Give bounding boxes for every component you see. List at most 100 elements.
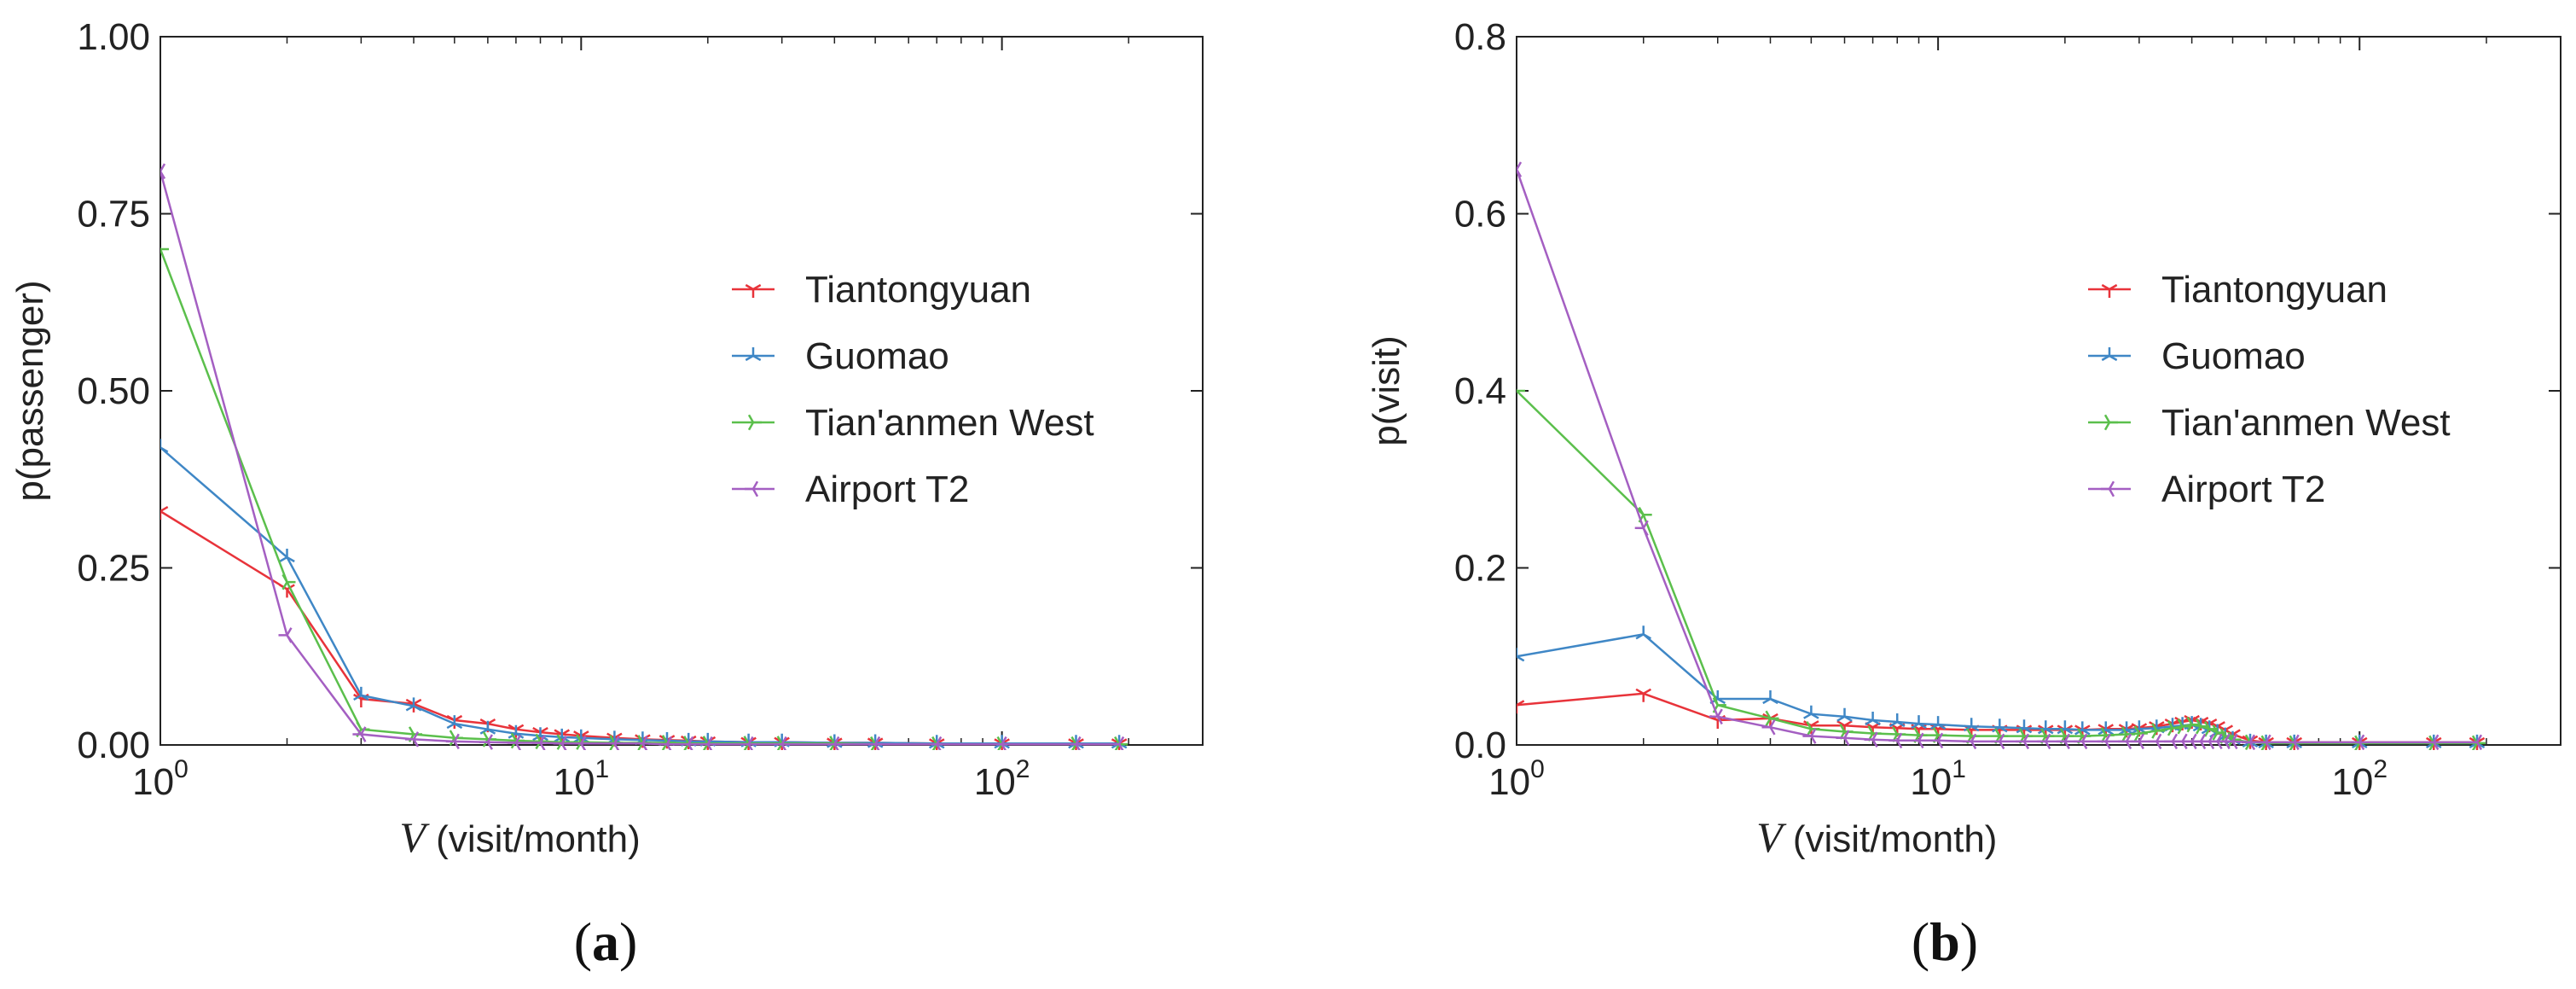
legend-marker-b-2 (2103, 414, 2118, 431)
legend-entry-a-2: Tian'anmen West (805, 402, 1094, 444)
data-point-b-3 (1929, 732, 1944, 749)
data-point-b-3 (2056, 733, 2070, 750)
data-point-b-3 (2118, 733, 2132, 750)
data-point-b-1 (1803, 705, 1819, 719)
data-point-b-3 (2037, 733, 2051, 750)
data-point-a-2 (1114, 736, 1128, 750)
x-tick-exponent: 1 (595, 755, 609, 783)
data-point-a-3 (278, 627, 293, 643)
data-point-a-3 (740, 736, 754, 750)
data-point-b-2 (2133, 725, 2148, 742)
data-point-b-3 (2097, 733, 2111, 750)
x-tick-label-b: 101 (1910, 755, 1966, 803)
data-point-a-3 (928, 736, 943, 750)
data-point-b-0 (1635, 688, 1652, 702)
series-line-b-3 (1517, 169, 2477, 744)
legend-marker-b-1 (2101, 347, 2118, 362)
legend-marker-a-0 (745, 283, 762, 298)
legend-entry-b-2: Tian'anmen West (2161, 402, 2451, 444)
data-point-a-3 (680, 736, 694, 750)
data-point-b-3 (1888, 732, 1903, 749)
legend-b: Tiantongyuan Guomao Tian'anmen West Airport… (2088, 269, 2451, 510)
x-tick-exponent: 2 (2373, 755, 2387, 783)
data-point-b-3 (2183, 733, 2197, 750)
data-point-b-3 (2192, 733, 2207, 750)
x-tick-base: 10 (1910, 761, 1952, 803)
y-tick-label-a: 1.00 (77, 16, 150, 58)
panel-label-close: ) (1960, 911, 1978, 972)
data-point-b-3 (1910, 732, 1924, 749)
data-point-b-3 (2351, 734, 2365, 750)
data-point-a-3 (699, 736, 713, 750)
data-point-b-3 (1761, 718, 1776, 736)
legend-entry-b-0: Tiantongyuan (2161, 269, 2387, 311)
data-point-a-3 (352, 726, 367, 742)
legend-marker-a-2 (747, 414, 762, 431)
data-point-a-2 (408, 726, 423, 742)
x-tick-base: 10 (2331, 761, 2373, 803)
data-point-a-3 (1067, 736, 1082, 750)
data-point-b-3 (2224, 733, 2238, 750)
data-point-b-3 (2285, 734, 2300, 750)
data-point-b-2 (2177, 718, 2191, 735)
y-tick-label-b: 0.8 (1454, 16, 1506, 58)
data-point-a-1 (353, 686, 369, 701)
data-point-b-1 (2097, 721, 2115, 736)
data-point-a-3 (479, 734, 493, 750)
data-point-a-3 (1111, 736, 1125, 750)
x-tick-label-a: 102 (974, 755, 1030, 803)
data-point-a-3 (634, 736, 648, 750)
data-point-a-3 (993, 736, 1007, 750)
data-point-b-1 (1888, 713, 1906, 728)
y-tick-label-a: 0.00 (77, 724, 150, 766)
data-point-a-3 (773, 736, 787, 750)
data-point-a-1 (554, 728, 571, 742)
x-axis-variable: V (1756, 813, 1787, 861)
data-point-a-2 (281, 573, 296, 590)
data-point-b-1 (1836, 707, 1853, 722)
data-point-b-3 (1517, 161, 1523, 177)
y-axis-label-a: p(passenger) (9, 280, 51, 501)
data-point-a-3 (658, 736, 673, 750)
y-tick-label-b: 0.4 (1454, 370, 1506, 412)
data-point-b-3 (2173, 733, 2188, 750)
data-point-b-1 (1911, 715, 1927, 730)
panel-label-b: (b) (1912, 911, 1978, 972)
legend-entry-a-0: Tiantongyuan (805, 269, 1031, 311)
data-point-a-3 (160, 163, 166, 180)
data-point-b-2 (2167, 719, 2182, 736)
y-tick-label-a: 0.75 (77, 194, 150, 236)
y-tick-label-b: 0.2 (1454, 548, 1506, 590)
data-point-b-1 (1517, 648, 1525, 662)
y-axis-label-b: p(visit) (1366, 335, 1407, 446)
legend-entry-a-3: Airport T2 (805, 468, 969, 510)
x-axis-label-b: V (visit/month) (1756, 813, 1997, 861)
x-tick-label-a: 100 (132, 755, 189, 803)
data-point-b-3 (1634, 520, 1649, 537)
data-point-a-3 (445, 733, 460, 750)
data-point-b-3 (2163, 733, 2179, 750)
data-point-a-3 (867, 736, 881, 750)
y-tick-label-a: 0.50 (77, 370, 150, 412)
data-point-b-3 (1991, 733, 2005, 750)
data-point-a-0 (160, 506, 169, 521)
x-tick-base: 10 (974, 761, 1016, 803)
data-point-b-2 (2212, 724, 2226, 741)
data-point-b-3 (2257, 734, 2271, 750)
data-point-b-3 (2216, 733, 2231, 750)
panel-label-a: (a) (574, 911, 638, 972)
series-b-3 (1517, 161, 2483, 750)
data-point-a-3 (531, 735, 546, 750)
legend-marker-b-3 (2101, 480, 2115, 497)
data-point-a-1 (446, 715, 463, 730)
panel-label-open: ( (1912, 911, 1929, 972)
y-tick-label-a: 0.25 (77, 548, 150, 590)
x-tick-label-b: 100 (1488, 755, 1545, 803)
legend-entry-a-1: Guomao (805, 335, 949, 377)
panel-label-close: ) (619, 911, 637, 972)
panel-label-open: ( (574, 911, 592, 972)
legend-marker-a-1 (745, 347, 762, 362)
data-point-b-3 (1836, 730, 1850, 747)
